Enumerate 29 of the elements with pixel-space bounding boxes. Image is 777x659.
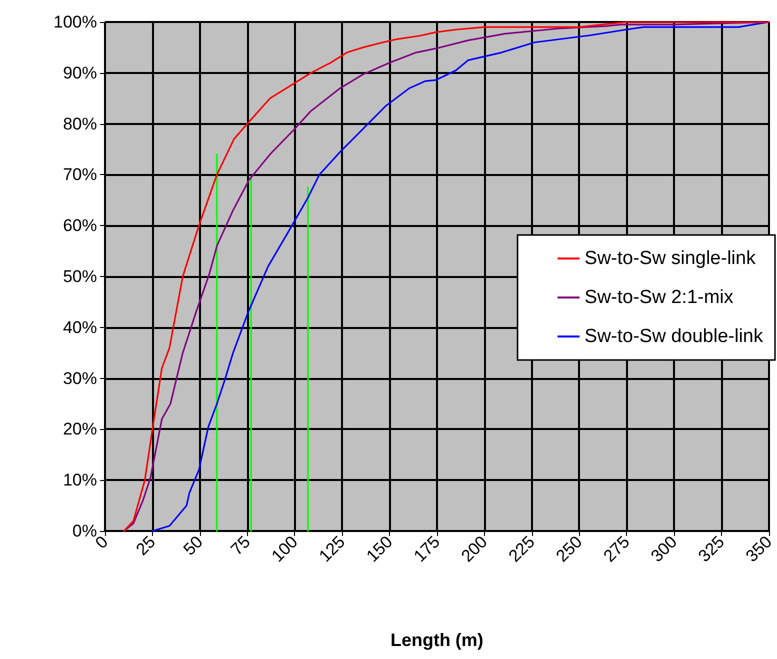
y-tick-label: 70%	[62, 165, 97, 184]
x-tick-label: 250	[552, 532, 586, 566]
x-tick-label: 75	[227, 532, 254, 560]
x-tick-label: 325	[694, 532, 728, 566]
x-tick-label: 350	[742, 532, 776, 566]
x-tick-label: 50	[180, 532, 207, 560]
y-tick-label: 60%	[62, 216, 97, 236]
x-tick-label: 300	[647, 532, 681, 566]
y-tick-label: 10%	[62, 470, 97, 490]
x-tick-label: 100	[268, 532, 302, 566]
legend-label: Sw-to-Sw single-link	[584, 248, 756, 269]
x-tick-label: 150	[362, 532, 396, 566]
y-tick-label: 20%	[62, 420, 97, 439]
x-tick-label: 25	[132, 532, 160, 560]
y-tick-label: 90%	[62, 63, 97, 82]
y-tick-label: 30%	[62, 368, 97, 388]
y-tick-label: 40%	[62, 318, 97, 337]
y-tick-label: 100%	[54, 12, 97, 32]
x-tick-label: 200	[458, 532, 492, 566]
legend-label: Sw-to-Sw double-link	[584, 326, 764, 347]
x-tick-label: 225	[505, 532, 538, 566]
y-tick-label: 80%	[62, 114, 97, 134]
x-axis-title: Length (m)	[390, 630, 484, 650]
legend-label: Sw-to-Sw 2:1-mix	[584, 287, 734, 308]
x-tick-label: 275	[600, 532, 634, 566]
x-tick-label: 125	[315, 532, 349, 566]
y-tick-label: 50%	[62, 267, 97, 286]
x-tick-label: 175	[410, 532, 444, 566]
y-tick-label: 0%	[72, 522, 97, 540]
